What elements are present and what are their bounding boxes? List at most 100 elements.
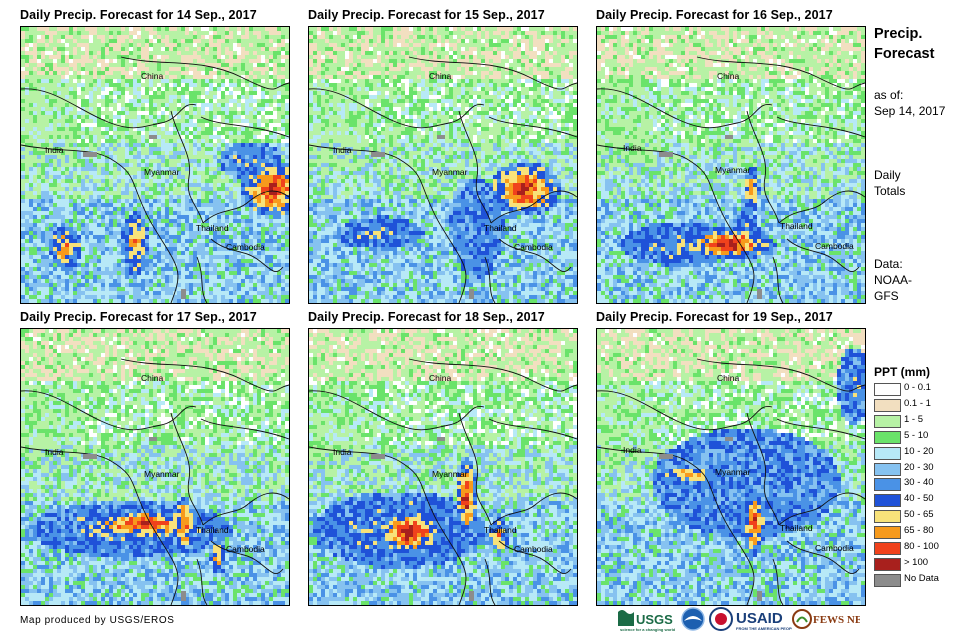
legend-swatch — [874, 398, 901, 412]
country-border — [776, 418, 865, 440]
place-label-myanmar: Myanmar — [432, 167, 467, 177]
place-label-china: China — [717, 71, 739, 81]
country-border — [210, 540, 284, 574]
country-border — [488, 116, 577, 138]
legend-swatch — [874, 383, 901, 396]
legend-label: 30 - 40 — [904, 477, 934, 488]
country-border — [309, 446, 467, 605]
place-label-myanmar: Myanmar — [144, 469, 179, 479]
legend-label: 80 - 100 — [904, 541, 939, 552]
country-border — [170, 412, 204, 526]
no-data-patch — [149, 437, 157, 441]
no-data-patch — [469, 289, 474, 299]
country-border — [120, 358, 289, 392]
legend-heading: Precip. Forecast — [874, 24, 934, 64]
panel-title: Daily Precip. Forecast for 16 Sep., 2017 — [596, 8, 833, 22]
as-of-date: Sep 14, 2017 — [874, 103, 945, 119]
no-data-patch — [659, 454, 673, 459]
place-label-thailand: Thailand — [484, 223, 517, 233]
legend-label: 0.1 - 1 — [904, 398, 931, 409]
place-label-thailand: Thailand — [484, 525, 517, 535]
no-data-patch — [757, 289, 762, 299]
legend-swatch — [874, 462, 901, 476]
usaid-logo: USAID FROM THE AMERICAN PEOPLE — [736, 606, 797, 632]
place-label-myanmar: Myanmar — [432, 469, 467, 479]
precip-raster — [597, 27, 865, 303]
country-border — [772, 256, 784, 303]
no-data-patch — [371, 454, 385, 459]
usaid-seal — [708, 606, 734, 632]
country-border — [696, 56, 865, 90]
no-data-patch — [181, 289, 186, 299]
panel-title: Daily Precip. Forecast for 17 Sep., 2017 — [20, 310, 257, 324]
fewsnet-logo: FEWS NET — [792, 606, 870, 632]
place-label-china: China — [429, 71, 451, 81]
country-border — [776, 116, 865, 138]
country-border — [120, 56, 289, 90]
data-source-text: Data: NOAA- GFS — [874, 256, 912, 304]
country-border — [408, 358, 577, 392]
precip-map: China India Myanmar Thailand Cambodia — [596, 328, 866, 606]
country-border — [202, 190, 289, 224]
precip-raster — [597, 329, 865, 605]
data-line-3: GFS — [874, 288, 912, 304]
as-of-text: as of: Sep 14, 2017 — [874, 87, 945, 119]
legend-swatch — [874, 446, 901, 460]
legend-swatch — [874, 494, 901, 508]
usgs-logo-icon: USGS science for a changing world — [618, 610, 676, 632]
place-label-china: China — [141, 373, 163, 383]
panel-title: Daily Precip. Forecast for 19 Sep., 2017 — [596, 310, 833, 324]
title-line-1: Precip. — [874, 24, 934, 44]
no-data-patch — [757, 591, 762, 601]
legend-label: 20 - 30 — [904, 462, 934, 473]
place-label-india: India — [333, 145, 351, 155]
place-label-india: India — [623, 445, 641, 455]
legend-swatch — [874, 478, 901, 492]
legend-swatch — [874, 573, 901, 587]
no-data-patch — [437, 135, 445, 139]
as-of-label: as of: — [874, 87, 945, 103]
no-data-patch — [149, 135, 157, 139]
noaa-logo-icon — [681, 607, 705, 631]
place-label-india: India — [623, 143, 641, 153]
country-border — [408, 56, 577, 90]
place-label-myanmar: Myanmar — [715, 165, 750, 175]
place-label-thailand: Thailand — [780, 523, 813, 533]
no-data-patch — [181, 591, 186, 601]
panel-title: Daily Precip. Forecast for 15 Sep., 2017 — [308, 8, 545, 22]
country-border — [597, 390, 773, 431]
place-label-china: China — [429, 373, 451, 383]
no-data-patch — [469, 591, 474, 601]
country-border — [21, 446, 179, 605]
country-border — [458, 412, 492, 526]
country-border — [597, 88, 773, 129]
legend-label: No Data — [904, 573, 939, 584]
country-border — [309, 390, 485, 431]
country-border — [21, 88, 197, 129]
totals-line-2: Totals — [874, 183, 905, 199]
totals-line-1: Daily — [874, 167, 905, 183]
place-label-cambodia: Cambodia — [226, 544, 265, 554]
place-label-india: India — [45, 447, 63, 457]
country-border — [490, 492, 577, 526]
fewsnet-logo-icon: FEWS NET — [792, 609, 870, 629]
country-border — [196, 558, 208, 605]
country-border — [202, 492, 289, 526]
precip-map: China India Myanmar Thailand Cambodia — [308, 328, 578, 606]
legend-swatch — [874, 526, 901, 540]
country-border — [772, 558, 784, 605]
country-border — [309, 88, 485, 129]
place-label-cambodia: Cambodia — [514, 544, 553, 554]
legend-title: PPT (mm) — [874, 365, 930, 379]
forecast-panel: Daily Precip. Forecast for 19 Sep., 2017… — [596, 310, 866, 610]
country-border — [746, 412, 780, 526]
no-data-patch — [437, 437, 445, 441]
country-border — [490, 190, 577, 224]
country-border — [597, 144, 755, 303]
country-border — [21, 390, 197, 431]
country-border — [786, 540, 860, 574]
usaid-logo-icon: USAID FROM THE AMERICAN PEOPLE — [736, 610, 797, 631]
legend-label: 5 - 10 — [904, 430, 928, 441]
precip-raster — [21, 329, 289, 605]
country-border — [458, 110, 492, 224]
